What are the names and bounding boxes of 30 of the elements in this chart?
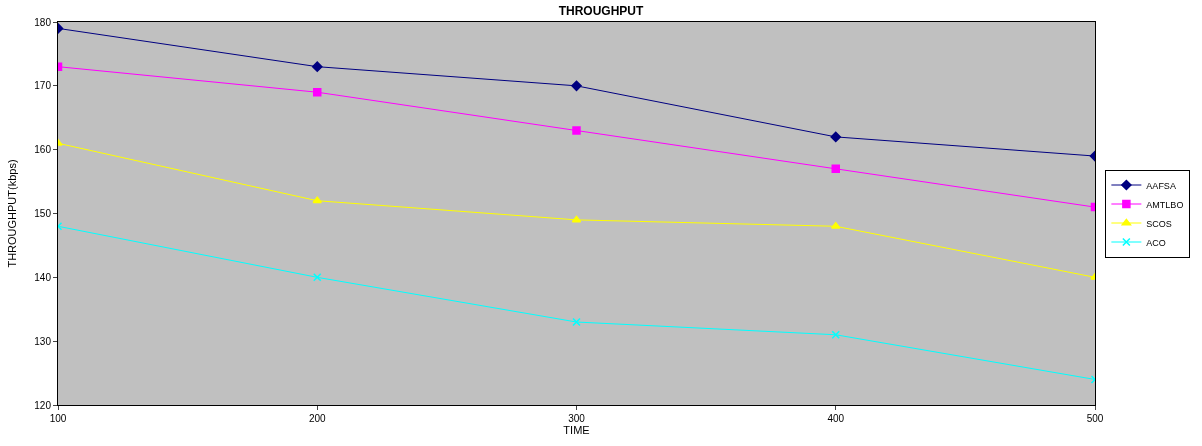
point — [831, 164, 840, 174]
x-axis-title: TIME — [563, 424, 590, 436]
point — [313, 273, 322, 282]
x-tick-label: 400 — [827, 413, 845, 424]
y-tick-label: 170 — [34, 80, 52, 92]
point — [571, 215, 582, 223]
x-tick-label: 500 — [1086, 413, 1104, 424]
point — [313, 87, 322, 97]
y-tick-label: 180 — [34, 16, 52, 28]
x-tick-label: 200 — [308, 413, 327, 424]
point — [571, 80, 582, 92]
y-tick-label: 150 — [34, 208, 52, 219]
y-tick-label: 130 — [34, 335, 52, 347]
point — [312, 196, 323, 204]
point — [572, 126, 581, 135]
point — [831, 330, 840, 340]
legend-label: AMTLBO — [1146, 199, 1184, 210]
x-tick-label: 300 — [568, 413, 586, 424]
point — [572, 317, 581, 327]
point — [830, 131, 842, 143]
x-tick-label: 100 — [49, 413, 67, 424]
y-tick-label: 140 — [34, 271, 52, 283]
y-axis-title: THROUGHPUT(kbps) — [5, 159, 18, 268]
legend-label: SCOS — [1146, 218, 1172, 229]
y-tick-label: 160 — [34, 144, 52, 156]
y-tick-label: 120 — [34, 399, 52, 411]
legend-label: ACO — [1146, 237, 1166, 248]
legend-label: AAFSA — [1146, 180, 1176, 191]
point — [311, 61, 323, 72]
chart-title: THROUGHPUT — [558, 4, 644, 19]
